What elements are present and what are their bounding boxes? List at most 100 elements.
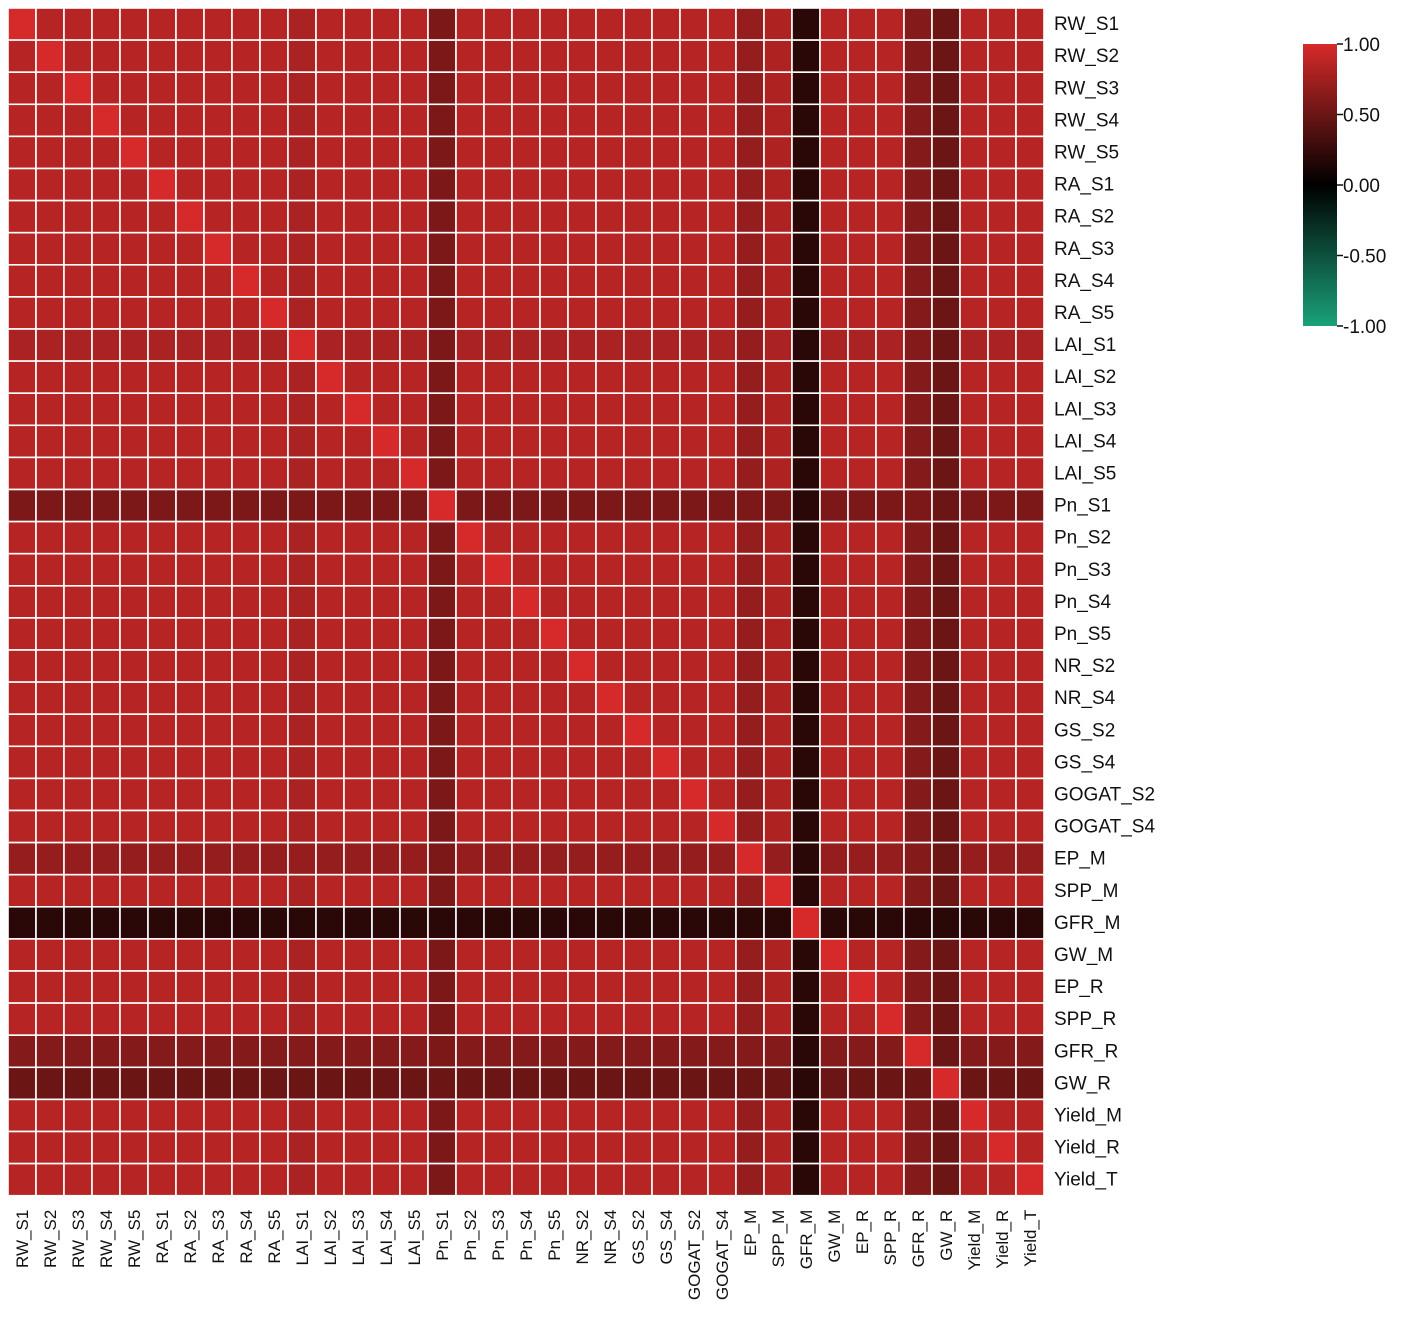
heatmap-cell [539,809,569,844]
heatmap-cell [959,360,989,395]
heatmap-cell [511,905,541,940]
heatmap-cell [791,970,821,1004]
heatmap-cell [987,488,1017,523]
heatmap-cell [259,649,289,683]
heatmap-cell [287,263,317,298]
heatmap-cell [679,424,709,459]
heatmap-cell [903,328,933,362]
heatmap-cell [623,424,653,459]
heatmap-cell [175,649,205,683]
heatmap-cell [931,231,961,266]
heatmap-cell [203,392,233,427]
heatmap-cell [651,424,681,459]
column-label: Yield_R [993,1210,1012,1269]
heatmap-cell [203,1130,233,1165]
heatmap-cell [875,199,905,234]
heatmap-cell [175,809,205,844]
heatmap-cell [707,1002,737,1036]
heatmap-cell [455,135,485,170]
heatmap-cell [147,713,177,748]
heatmap-cell [203,938,233,972]
heatmap-cell [427,552,457,587]
heatmap-cell [35,649,65,683]
heatmap-cell [735,873,765,908]
heatmap-cell [791,617,821,651]
heatmap-cell [651,938,681,972]
heatmap-cell [511,681,541,715]
heatmap-cell [315,1002,345,1036]
heatmap-cell [371,938,401,972]
heatmap-cell [427,328,457,362]
heatmap-cell [707,1066,737,1101]
heatmap-cell [259,135,289,170]
heatmap-cell [735,392,765,427]
heatmap-cell [7,777,37,812]
heatmap-cell [399,392,429,427]
row-label: Yield_M [1054,1105,1122,1126]
heatmap-cell [735,584,765,619]
heatmap-cell [763,71,793,106]
row-label: Yield_T [1054,1170,1118,1191]
heatmap-cell [707,745,737,780]
heatmap-cell [987,745,1017,780]
heatmap-cell [427,777,457,812]
heatmap-cell [847,39,877,73]
heatmap-cell [119,1002,149,1036]
heatmap-cell [847,1002,877,1036]
heatmap-cell [259,809,289,844]
row-label: GW_M [1054,945,1113,966]
heatmap-cell [483,938,513,972]
heatmap-cell [147,488,177,523]
heatmap-cell [623,488,653,523]
heatmap-cell [91,520,121,555]
heatmap-cell [567,745,597,780]
heatmap-cell [119,938,149,972]
heatmap-cell [315,7,345,41]
heatmap-cell [287,809,317,844]
heatmap-cell [763,617,793,651]
heatmap-cell [763,745,793,780]
heatmap-cell [399,7,429,41]
heatmap-cell [763,424,793,459]
heatmap-cell [427,39,457,73]
heatmap-cell [315,1098,345,1133]
heatmap-cell [875,681,905,715]
heatmap-cell [735,167,765,202]
heatmap-cell [1015,456,1045,491]
heatmap-cell [203,456,233,491]
heatmap-cell [903,713,933,748]
heatmap-cell [987,71,1017,106]
heatmap-cell [147,552,177,587]
heatmap-cell [791,1066,821,1101]
heatmap-cell [959,1002,989,1036]
heatmap-cell [987,360,1017,395]
heatmap-cell [511,1066,541,1101]
heatmap-cell [651,296,681,330]
heatmap-cell [875,7,905,41]
heatmap-cell [651,39,681,73]
row-label: RW_S3 [1054,78,1119,99]
heatmap-cell [847,263,877,298]
heatmap-cell [1015,970,1045,1004]
heatmap-cell [35,520,65,555]
heatmap-cell [259,103,289,138]
heatmap-cell [427,392,457,427]
row-label: LAI_S1 [1054,335,1116,356]
heatmap-cell [483,649,513,683]
heatmap-cell [203,649,233,683]
column-label: RA_S3 [209,1210,228,1264]
heatmap-cell [623,456,653,491]
heatmap-cell [35,777,65,812]
heatmap-cell [63,745,93,780]
heatmap-cell [847,360,877,395]
heatmap-cell [791,263,821,298]
heatmap-cell [371,1002,401,1036]
heatmap-cell [427,809,457,844]
heatmap-cell [931,970,961,1004]
heatmap-cell [315,745,345,780]
heatmap-cell [231,905,261,940]
heatmap-cell [203,296,233,330]
heatmap-cell [651,681,681,715]
heatmap-cell [371,841,401,876]
heatmap-cell [35,135,65,170]
